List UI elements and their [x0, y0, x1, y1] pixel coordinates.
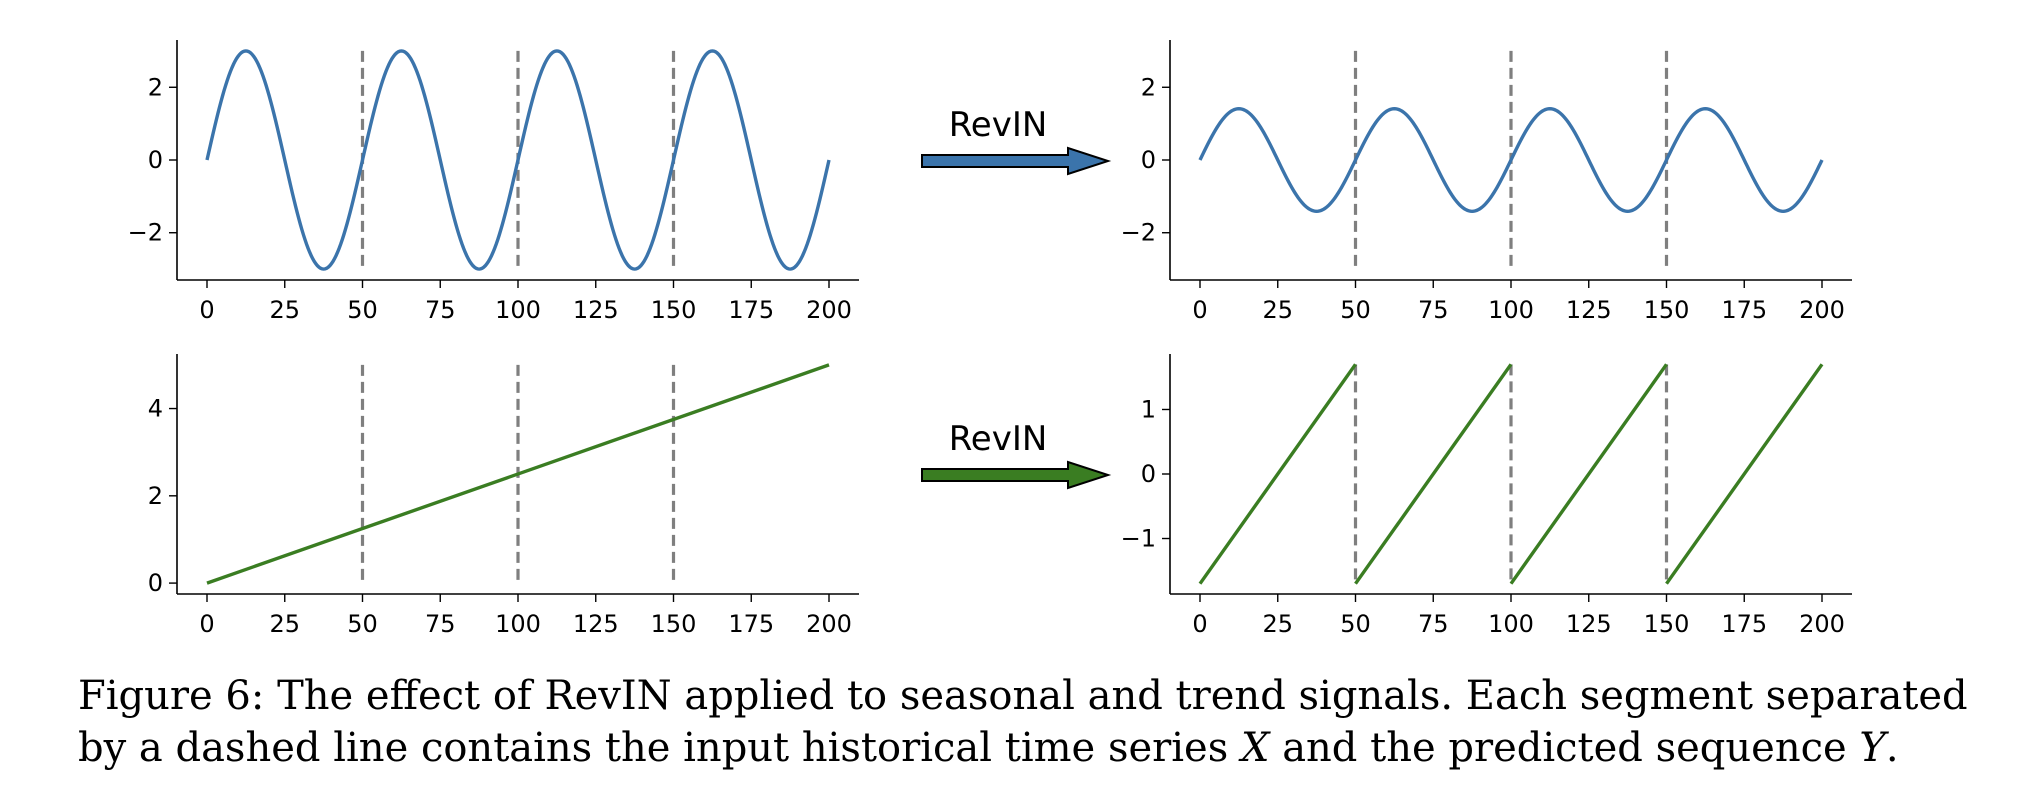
revin-label-bottom: RevIN	[949, 419, 1048, 459]
x-tick-label: 150	[651, 296, 697, 324]
series-segment	[1665, 363, 1824, 585]
series-segment	[1509, 363, 1668, 585]
y-tick-label: −2	[128, 219, 163, 247]
x-tick-label: 25	[1262, 296, 1293, 324]
x-tick-label: 175	[728, 296, 774, 324]
trend-revin-plot: 0 25 50 75 100 125 150 175 200 −1 0 1	[1121, 354, 1852, 638]
x-tick-label: 175	[728, 610, 774, 638]
y-tick-label: 2	[1141, 73, 1156, 101]
series-line	[206, 363, 830, 585]
x-tick-label: 75	[1418, 610, 1449, 638]
x-tick-label: 200	[1799, 610, 1845, 638]
y-tick-label: −1	[1121, 525, 1156, 553]
x-tick-label: 125	[573, 610, 619, 638]
caption-middle: and the predicted sequence	[1282, 725, 1847, 771]
x-tick-label: 125	[573, 296, 619, 324]
y-tick-label: 0	[1141, 146, 1156, 174]
x-tick-label: 25	[269, 610, 300, 638]
x-tick-label: 200	[806, 610, 852, 638]
x-tick-label: 50	[347, 296, 378, 324]
figure-caption: Figure 6: The effect of RevIN applied to…	[78, 670, 1978, 774]
caption-var-x: X	[1240, 725, 1270, 771]
figure: 0 25 50 75 100 125 150 175 200−202 0 25 50 75 100 125…	[128, 40, 1852, 638]
x-tick-label: 0	[1192, 610, 1207, 638]
x-tick-label: 100	[1488, 296, 1534, 324]
y-tick-label: −2	[1121, 219, 1156, 247]
revin-arrow-bottom: RevIN	[921, 419, 1112, 490]
caption-var-y: Y	[1859, 725, 1886, 771]
x-tick-label: 200	[806, 296, 852, 324]
x-tick-label: 175	[1721, 296, 1767, 324]
y-tick-label: 0	[148, 569, 163, 597]
x-tick-label: 200	[1799, 296, 1845, 324]
series-line	[205, 49, 831, 271]
x-tick-label: 0	[199, 296, 214, 324]
x-tick-label: 50	[347, 610, 378, 638]
y-tick-label: 0	[1141, 460, 1156, 488]
series-line	[1198, 107, 1824, 213]
x-tick-label: 0	[1192, 296, 1207, 324]
seasonal-revin-plot: 0 25 50 75 100 125 150 175 200 −2 0 2	[1121, 40, 1852, 324]
x-tick-label: 150	[1644, 610, 1690, 638]
x-tick-label: 175	[1721, 610, 1767, 638]
x-tick-label: 25	[269, 296, 300, 324]
x-tick-label: 150	[1644, 296, 1690, 324]
caption-suffix: .	[1885, 725, 1899, 771]
x-tick-label: 100	[1488, 610, 1534, 638]
x-tick-label: 50	[1340, 296, 1371, 324]
x-tick-label: 25	[1262, 610, 1293, 638]
y-tick-label: 4	[148, 395, 163, 423]
y-tick-label: 2	[148, 73, 163, 101]
series-segment	[1198, 363, 1357, 585]
x-tick-label: 125	[1566, 610, 1612, 638]
arrow-right-icon	[921, 460, 1112, 490]
x-tick-label: 125	[1566, 296, 1612, 324]
y-tick-label: 0	[148, 146, 163, 174]
arrow-right-icon	[921, 146, 1112, 176]
x-tick-label: 50	[1340, 610, 1371, 638]
caption-prefix: Figure 6: The effect of RevIN applied to…	[78, 673, 1968, 771]
series-segment	[1354, 363, 1513, 585]
x-tick-label: 100	[495, 296, 541, 324]
trend-original-plot: 0 25 50 75 100 125 150 175 200 0 2 4	[148, 354, 859, 638]
x-tick-label: 150	[651, 610, 697, 638]
x-tick-label: 75	[425, 296, 456, 324]
y-tick-label: 2	[148, 482, 163, 510]
revin-arrow-top: RevIN	[921, 105, 1112, 176]
revin-label-top: RevIN	[949, 105, 1048, 145]
y-tick-label: 1	[1141, 395, 1156, 423]
x-tick-label: 75	[425, 610, 456, 638]
x-tick-label: 0	[199, 610, 214, 638]
seasonal-original-plot: 0 25 50 75 100 125 150 175 200 −2 0 2	[128, 40, 859, 324]
x-tick-label: 75	[1418, 296, 1449, 324]
x-tick-label: 100	[495, 610, 541, 638]
